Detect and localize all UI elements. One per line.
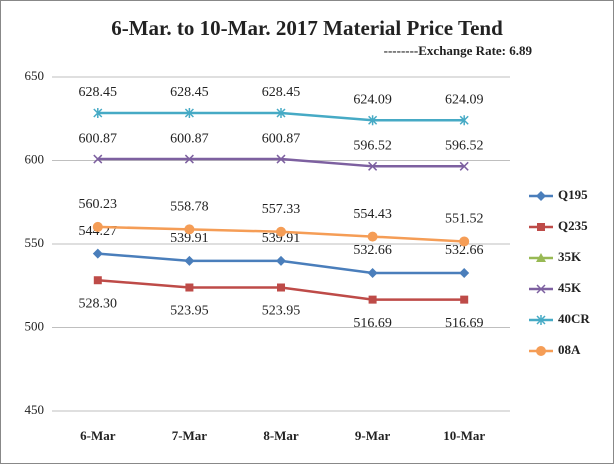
marker	[276, 226, 286, 237]
legend-label: 35K	[558, 249, 582, 264]
marker-shape	[93, 154, 103, 164]
marker-shape	[367, 267, 378, 278]
marker-shape	[185, 283, 194, 292]
marker-shape	[276, 154, 286, 164]
data-label: 516.69	[445, 316, 484, 331]
legend-label: 08A	[558, 342, 581, 357]
x-tick-label: 6-Mar	[80, 428, 116, 443]
marker	[460, 295, 469, 304]
y-tick-label: 650	[25, 68, 45, 83]
marker	[276, 255, 286, 266]
legend-label: Q195	[558, 187, 588, 202]
marker	[459, 115, 469, 126]
marker-shape	[536, 253, 546, 262]
marker-shape	[277, 283, 285, 292]
legend-label: 40CR	[558, 311, 590, 326]
marker-shape	[459, 236, 470, 247]
marker	[536, 191, 546, 201]
marker	[184, 154, 194, 164]
data-label: 532.66	[445, 243, 484, 258]
marker-shape	[92, 221, 103, 232]
marker-shape	[93, 276, 102, 285]
marker-shape	[184, 154, 194, 164]
marker	[537, 223, 545, 231]
marker	[93, 107, 103, 118]
marker	[536, 346, 546, 356]
marker-shape	[459, 161, 469, 171]
y-tick-label: 450	[25, 402, 45, 417]
marker	[459, 236, 470, 247]
data-label: 624.09	[353, 92, 392, 107]
y-tick-label: 500	[25, 318, 45, 333]
data-label: 596.52	[445, 139, 484, 154]
data-label: 628.45	[170, 85, 209, 100]
marker-shape	[536, 284, 546, 294]
data-label: 523.95	[262, 304, 301, 319]
marker	[185, 283, 194, 292]
data-label: 560.23	[79, 197, 118, 212]
marker-shape	[367, 231, 378, 242]
data-label: 516.69	[353, 316, 392, 331]
data-label: 551.52	[445, 212, 484, 227]
marker	[368, 161, 378, 171]
marker	[184, 107, 194, 118]
marker	[536, 253, 546, 262]
marker	[368, 115, 378, 126]
marker	[459, 161, 469, 171]
chart-title: 6-Mar. to 10-Mar. 2017 Material Price Te…	[111, 16, 503, 40]
data-label: 624.09	[445, 92, 484, 107]
marker-shape	[184, 224, 195, 235]
marker	[459, 267, 470, 278]
marker-shape	[459, 267, 470, 278]
marker	[536, 315, 546, 325]
marker-shape	[536, 191, 546, 201]
data-label: 523.95	[170, 304, 209, 319]
marker	[276, 154, 286, 164]
x-tick-label: 8-Mar	[263, 428, 299, 443]
data-label: 600.87	[262, 131, 301, 146]
marker-shape	[460, 295, 469, 304]
marker	[368, 295, 377, 304]
marker	[276, 107, 286, 118]
data-label: 596.52	[353, 139, 392, 154]
data-label: 539.91	[262, 231, 301, 246]
data-label: 532.66	[353, 243, 392, 258]
marker	[93, 276, 102, 285]
marker	[92, 221, 103, 232]
marker-shape	[368, 295, 377, 304]
marker	[536, 284, 546, 294]
chart-subtitle: --------Exchange Rate: 6.89	[384, 43, 533, 58]
data-label: 558.78	[170, 200, 209, 215]
data-label: 600.87	[170, 131, 209, 146]
marker-shape	[537, 223, 545, 231]
y-tick-label: 600	[25, 151, 45, 166]
marker-shape	[536, 346, 546, 356]
marker	[367, 231, 378, 242]
data-label: 600.87	[79, 131, 118, 146]
data-label: 528.30	[79, 296, 118, 311]
marker	[93, 154, 103, 164]
x-tick-label: 10-Mar	[443, 428, 485, 443]
data-label: 628.45	[79, 85, 118, 100]
marker-shape	[184, 255, 195, 266]
marker-shape	[276, 255, 286, 266]
marker-shape	[92, 248, 103, 259]
data-label: 554.43	[353, 207, 392, 222]
y-tick-label: 550	[25, 235, 45, 250]
data-label: 557.33	[262, 202, 301, 217]
x-tick-label: 7-Mar	[172, 428, 208, 443]
marker-shape	[276, 226, 286, 237]
x-tick-label: 9-Mar	[355, 428, 391, 443]
marker	[92, 248, 103, 259]
marker	[184, 255, 195, 266]
legend-label: Q235	[558, 218, 588, 233]
data-label: 539.91	[170, 231, 209, 246]
marker	[277, 283, 285, 292]
marker	[367, 267, 378, 278]
legend-label: 45K	[558, 280, 582, 295]
data-label: 628.45	[262, 85, 301, 100]
marker-shape	[368, 161, 378, 171]
marker	[184, 224, 195, 235]
